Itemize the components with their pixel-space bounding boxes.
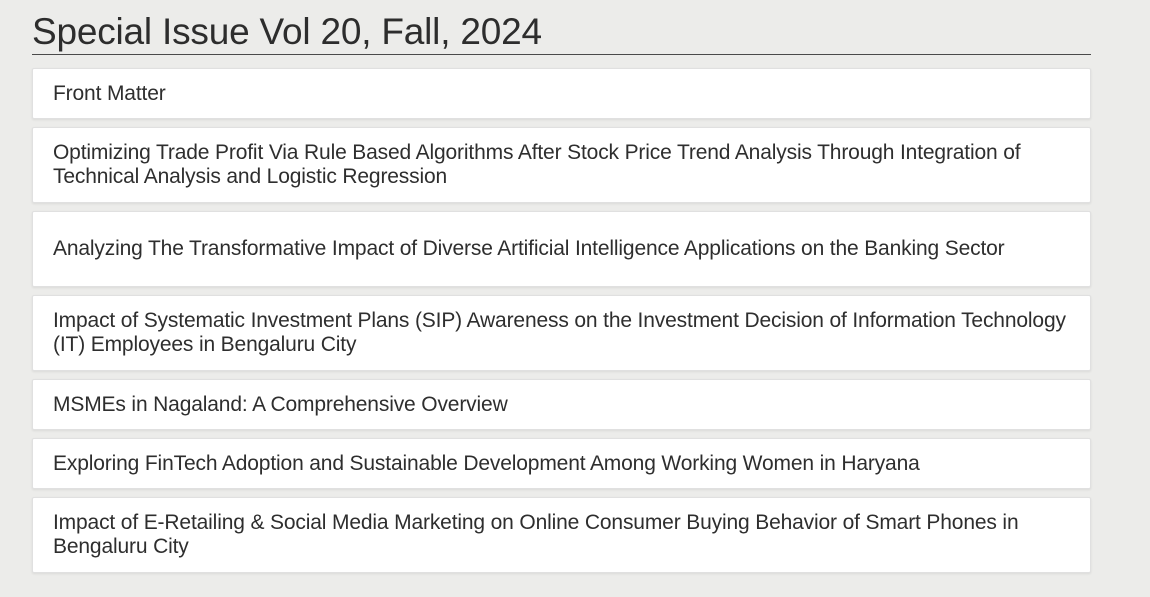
article-list: Front Matter Optimizing Trade Profit Via… bbox=[32, 68, 1091, 573]
article-title-link[interactable]: Impact of Systematic Investment Plans (S… bbox=[53, 309, 1066, 356]
article-title-link[interactable]: Impact of E-Retailing & Social Media Mar… bbox=[53, 511, 1019, 558]
article-title-link[interactable]: Analyzing The Transformative Impact of D… bbox=[53, 237, 1005, 260]
article-title-link[interactable]: Front Matter bbox=[53, 81, 166, 105]
issue-section: Special Issue Vol 20, Fall, 2024 Front M… bbox=[32, 0, 1091, 573]
article-item-ai-banking[interactable]: Analyzing The Transformative Impact of D… bbox=[32, 211, 1091, 287]
article-title-link[interactable]: Optimizing Trade Profit Via Rule Based A… bbox=[53, 141, 1021, 188]
article-item-trade-profit[interactable]: Optimizing Trade Profit Via Rule Based A… bbox=[32, 127, 1091, 203]
article-item-e-retailing[interactable]: Impact of E-Retailing & Social Media Mar… bbox=[32, 497, 1091, 573]
article-title-link[interactable]: Exploring FinTech Adoption and Sustainab… bbox=[53, 451, 920, 475]
article-item-msmes-nagaland[interactable]: MSMEs in Nagaland: A Comprehensive Overv… bbox=[32, 379, 1091, 430]
article-item-front-matter[interactable]: Front Matter bbox=[32, 68, 1091, 119]
issue-title: Special Issue Vol 20, Fall, 2024 bbox=[32, 0, 1091, 55]
article-title-link[interactable]: MSMEs in Nagaland: A Comprehensive Overv… bbox=[53, 392, 508, 416]
article-item-sip-awareness[interactable]: Impact of Systematic Investment Plans (S… bbox=[32, 295, 1091, 371]
article-item-fintech-adoption[interactable]: Exploring FinTech Adoption and Sustainab… bbox=[32, 438, 1091, 489]
